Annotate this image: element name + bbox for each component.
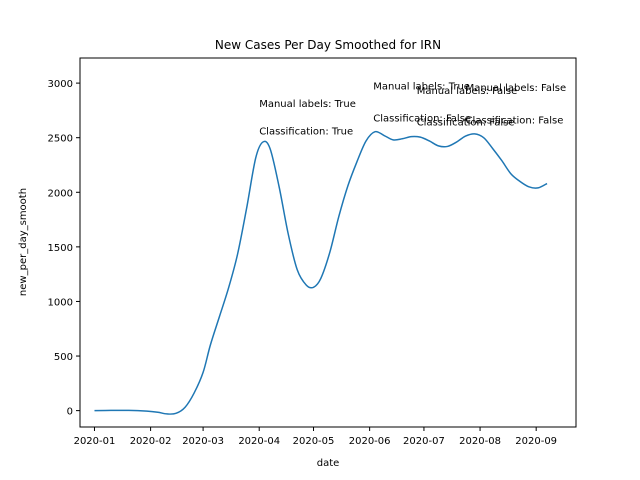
annotation-text: Manual labels: True: [259, 99, 356, 110]
axes-frame: [79, 57, 577, 428]
series-line-0: [94, 130, 548, 415]
x-tick-label: 2020-09: [515, 436, 557, 447]
y-tick-label: 3000: [48, 79, 73, 90]
annotation-text: Manual labels: False: [417, 86, 518, 97]
x-axis: 2020-01 2020-02 2020-03 2020-04 2020-05 2020-…: [74, 427, 557, 447]
y-tick-label: 1500: [48, 243, 73, 254]
x-tick-label: 2020-06: [349, 436, 391, 447]
series-layer: [94, 130, 548, 415]
annotation-text: Classification: False: [466, 116, 564, 127]
x-tick-label: 2020-05: [293, 436, 335, 447]
annotation-text: Classification: False: [373, 113, 471, 124]
annotation-layer: Manual labels: True Classification: True M…: [259, 82, 566, 138]
annotation-text: Manual labels: False: [466, 83, 567, 94]
y-tick-label: 2000: [48, 188, 73, 199]
x-tick-label: 2020-01: [74, 436, 116, 447]
x-tick-label: 2020-02: [130, 436, 172, 447]
x-tick-label: 2020-03: [182, 436, 224, 447]
x-tick-label: 2020-08: [459, 436, 501, 447]
y-tick-label: 2500: [48, 134, 73, 145]
x-tick-label: 2020-07: [403, 436, 445, 447]
chart-title: New Cases Per Day Smoothed for IRN: [215, 38, 441, 52]
annotation-text: Classification: False: [417, 118, 515, 129]
y-tick-label: 500: [54, 352, 73, 363]
y-tick-label: 0: [67, 407, 73, 418]
x-tick-label: 2020-04: [238, 436, 280, 447]
annotation-text: Manual labels: True: [373, 82, 470, 93]
x-axis-label: date: [317, 458, 340, 469]
y-axis-label: new_per_day_smooth: [18, 188, 29, 296]
annotation-text: Classification: True: [259, 126, 353, 137]
y-axis: 0 500 1000 1500 2000 2500 3000: [48, 79, 80, 418]
y-tick-label: 1000: [48, 297, 73, 308]
plot-area: Manual labels: True Classification: True M…: [79, 57, 577, 428]
